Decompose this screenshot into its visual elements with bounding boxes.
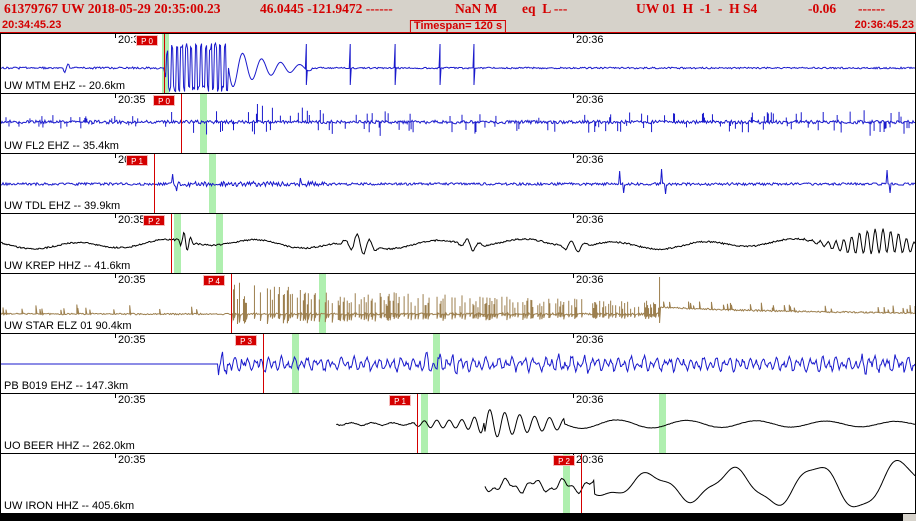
waveform-panel[interactable]: 20:35 20:36 UW KREP HHZ -- 41.6km P 2: [1, 213, 915, 273]
station-label: UW MTM EHZ -- 20.6km: [4, 80, 125, 92]
waveform-panel[interactable]: 20:35 20:36 UW TDL EHZ -- 39.9km P 1: [1, 153, 915, 213]
s-pick-band[interactable]: [421, 394, 428, 453]
minute-label: 20:36: [576, 94, 604, 106]
event-magnitude: NaN M: [455, 1, 498, 16]
s-pick-band[interactable]: [433, 334, 440, 393]
minute-label: 20:35: [118, 274, 146, 286]
p-pick-line[interactable]: [263, 334, 264, 393]
event-type-flags: eq L ---: [522, 1, 568, 16]
p-pick-flag[interactable]: P 0: [153, 95, 175, 106]
minute-tick: [115, 394, 116, 398]
minute-label: 20:36: [576, 154, 604, 166]
station-label: UW IRON HHZ -- 405.6km: [4, 500, 135, 512]
minute-tick: [573, 274, 574, 278]
minute-tick: [115, 274, 116, 278]
p-pick-line[interactable]: [164, 34, 165, 93]
p-pick-flag[interactable]: P 4: [203, 275, 225, 286]
minute-label: 20:36: [576, 334, 604, 346]
s-pick-band[interactable]: [216, 214, 223, 273]
seismogram-trace: [484, 460, 915, 508]
seismogram-trace: [1, 168, 915, 195]
minute-tick: [573, 94, 574, 98]
station-label: PB B019 EHZ -- 147.3km: [4, 380, 129, 392]
waveform-panel[interactable]: 20:35 20:36 UW IRON HHZ -- 405.6km P 2: [1, 453, 915, 513]
minute-label: 20:36: [576, 394, 604, 406]
minute-tick: [115, 34, 116, 38]
minute-label: 20:36: [576, 34, 604, 46]
minute-label: 20:36: [576, 454, 604, 466]
waveform-panel-stack: 20:35 20:36 UW MTM EHZ -- 20.6km P 0 20:…: [0, 33, 916, 514]
event-network-flags: UW 01 H -1 - H S4: [636, 1, 758, 16]
seismogram-trace: [1, 104, 915, 136]
p-pick-flag[interactable]: P 2: [553, 455, 575, 466]
minute-label: 20:35: [118, 334, 146, 346]
p-pick-flag[interactable]: P 0: [136, 35, 158, 46]
minute-tick: [573, 334, 574, 338]
waveform-panel[interactable]: 20:35 20:36 UO BEER HHZ -- 262.0km P 1: [1, 393, 915, 453]
minute-label: 20:36: [576, 274, 604, 286]
time-range-bar: 20:34:45.23 Timespan= 120 s 20:36:45.23: [0, 20, 916, 33]
minute-tick: [115, 454, 116, 458]
minute-label: 20:35: [118, 454, 146, 466]
p-pick-flag[interactable]: P 1: [126, 155, 148, 166]
minute-tick: [573, 154, 574, 158]
s-pick-band[interactable]: [200, 94, 207, 153]
s-pick-band[interactable]: [292, 334, 299, 393]
p-pick-flag[interactable]: P 3: [235, 335, 257, 346]
event-header: 61379767 UW 2018-05-29 20:35:00.23 46.04…: [0, 0, 916, 20]
seismogram-trace: [1, 351, 915, 376]
station-label: UW TDL EHZ -- 39.9km: [4, 200, 121, 212]
event-residual: -0.06: [808, 1, 837, 16]
s-pick-band[interactable]: [162, 34, 169, 93]
window-start-time: 20:34:45.23: [2, 19, 62, 31]
station-label: UW KREP HHZ -- 41.6km: [4, 260, 131, 272]
event-coordinates: 46.0445 -121.9472 ------: [260, 1, 393, 16]
minute-label: 20:35: [118, 94, 146, 106]
waveform-panel[interactable]: 20:35 20:36 UW FL2 EHZ -- 35.4km P 0: [1, 93, 915, 153]
window-end-time: 20:36:45.23: [854, 19, 914, 31]
p-pick-line[interactable]: [181, 94, 182, 153]
minute-tick: [115, 214, 116, 218]
horizontal-scrollbar[interactable]: [0, 514, 916, 521]
seismogram-trace: [1, 228, 915, 255]
minute-label: 20:36: [576, 214, 604, 226]
seismogram-trace: [336, 408, 915, 438]
station-label: UW STAR ELZ 01 90.4km: [4, 320, 132, 332]
minute-tick: [573, 394, 574, 398]
waveform-panel[interactable]: 20:35 20:36 PB B019 EHZ -- 147.3km P 3: [1, 333, 915, 393]
p-pick-flag[interactable]: P 1: [389, 395, 411, 406]
minute-tick: [115, 94, 116, 98]
p-pick-flag[interactable]: P 2: [143, 215, 165, 226]
minute-tick: [573, 214, 574, 218]
minute-label: 20:35: [118, 34, 146, 46]
p-pick-line[interactable]: [581, 454, 582, 513]
station-label: UW FL2 EHZ -- 35.4km: [4, 140, 119, 152]
event-trailing-dashes: ------: [858, 1, 885, 16]
p-pick-line[interactable]: [171, 214, 172, 273]
scrollbar-corner: [903, 514, 916, 521]
s-pick-band[interactable]: [319, 274, 326, 333]
p-pick-line[interactable]: [154, 154, 155, 213]
seismogram-trace: [1, 277, 915, 325]
seismogram-trace: [1, 41, 915, 93]
p-pick-line[interactable]: [417, 394, 418, 453]
minute-tick: [115, 154, 116, 158]
timespan-label: Timespan= 120 s: [409, 20, 507, 33]
s-pick-band[interactable]: [659, 394, 666, 453]
waveform-panel[interactable]: 20:35 20:36 UW MTM EHZ -- 20.6km P 0: [1, 33, 915, 93]
station-label: UO BEER HHZ -- 262.0km: [4, 440, 135, 452]
minute-label: 20:35: [118, 214, 146, 226]
minute-label: 20:35: [118, 394, 146, 406]
s-pick-band[interactable]: [174, 214, 181, 273]
minute-tick: [115, 334, 116, 338]
p-pick-line[interactable]: [231, 274, 232, 333]
minute-tick: [573, 34, 574, 38]
event-id-origin-time: 61379767 UW 2018-05-29 20:35:00.23: [4, 1, 221, 16]
waveform-panel[interactable]: 20:35 20:36 UW STAR ELZ 01 90.4km P 4: [1, 273, 915, 333]
